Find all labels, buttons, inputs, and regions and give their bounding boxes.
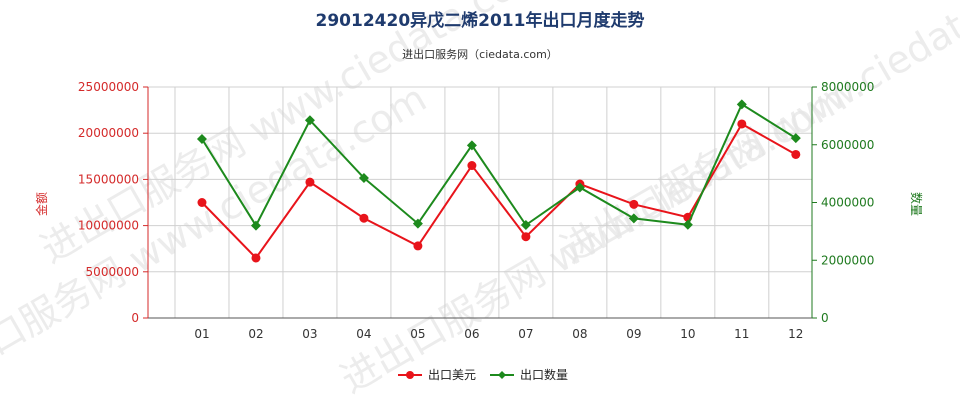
x-tick-label: 01 (194, 327, 209, 341)
data-point-marker (304, 115, 315, 126)
legend-swatch-marker (498, 371, 506, 379)
x-tick-label: 07 (518, 327, 533, 341)
x-tick-label: 11 (734, 327, 749, 341)
y-tick-label-left: 25000000 (78, 80, 139, 94)
y-tick-label-left: 15000000 (78, 172, 139, 186)
data-point-marker (520, 220, 531, 231)
axes-layer: 0500000010000000150000002000000025000000… (78, 80, 875, 341)
legend-swatch-marker (406, 371, 414, 379)
x-tick-label: 09 (626, 327, 641, 341)
y-tick-label-left: 10000000 (78, 219, 139, 233)
data-point-marker (413, 241, 423, 251)
x-tick-label: 05 (410, 327, 425, 341)
data-point-marker (359, 213, 369, 223)
data-point-marker (521, 232, 531, 242)
y-tick-label-right: 6000000 (821, 138, 874, 152)
y-tick-label-right: 2000000 (821, 253, 874, 267)
x-tick-label: 06 (464, 327, 479, 341)
data-point-marker (196, 133, 207, 144)
data-point-marker (467, 161, 477, 171)
y-tick-label-right: 0 (821, 311, 829, 325)
x-tick-label: 08 (572, 327, 587, 341)
watermark-text: 进出口服务网 www.ciedata.com (553, 0, 960, 272)
data-point-marker (574, 182, 585, 193)
legend: 出口美元 出口数量 (398, 367, 568, 382)
x-tick-label: 02 (248, 327, 263, 341)
data-point-marker (737, 119, 747, 129)
x-tick-label: 12 (788, 327, 803, 341)
data-point-marker (736, 99, 747, 110)
y-axis-label-left: 金额 (34, 192, 49, 216)
y-axis-label-right: 数量 (909, 192, 924, 216)
data-point-marker (791, 149, 801, 159)
data-point-marker (629, 199, 639, 209)
x-tick-label: 03 (302, 327, 317, 341)
y-tick-label-left: 0 (131, 311, 139, 325)
data-point-marker (682, 219, 693, 230)
x-tick-label: 10 (680, 327, 695, 341)
data-point-marker (197, 198, 207, 207)
chart-title: 29012420异戊二烯2011年出口月度走势 (316, 10, 645, 31)
x-tick-label: 04 (356, 327, 371, 341)
data-point-marker (412, 218, 423, 229)
data-point-marker (466, 140, 477, 151)
data-point-marker (358, 172, 369, 183)
data-point-marker (251, 253, 261, 263)
y-tick-label-left: 20000000 (78, 126, 139, 140)
series-layer (196, 99, 801, 263)
chart-subtitle: 进出口服务网（ciedata.com） (402, 47, 558, 61)
data-point-marker (250, 220, 261, 231)
y-tick-label-right: 8000000 (821, 80, 874, 94)
data-point-marker (305, 177, 315, 187)
y-tick-label-left: 5000000 (86, 265, 139, 279)
legend-label: 出口数量 (520, 367, 568, 382)
data-point-marker (790, 133, 801, 144)
legend-label: 出口美元 (428, 368, 476, 382)
y-tick-label-right: 4000000 (821, 196, 874, 210)
series-line-1 (201, 122, 797, 260)
data-point-marker (628, 213, 639, 224)
series-line-2 (201, 102, 797, 228)
